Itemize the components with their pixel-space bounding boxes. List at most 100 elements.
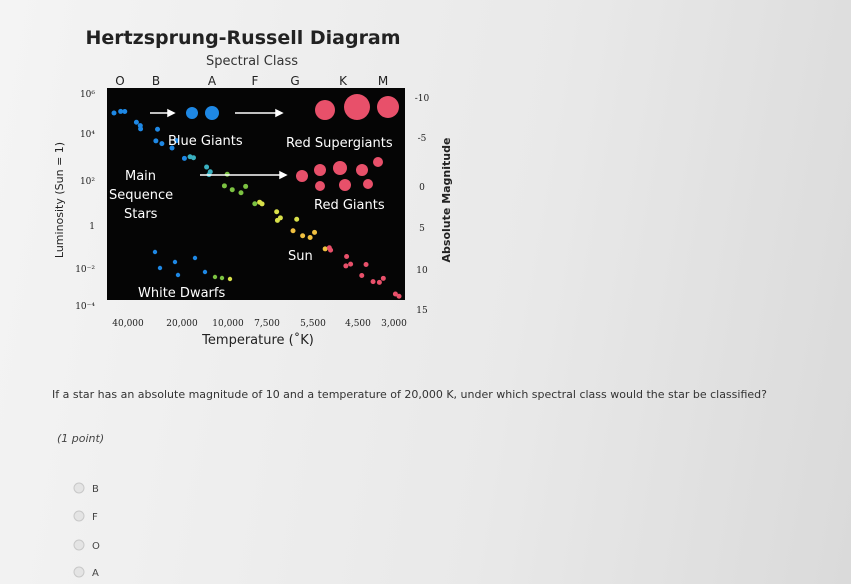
bottom-tick-label: 7,500 (254, 319, 280, 329)
bottom-tick-label: 3,000 (381, 319, 407, 329)
region-label: Blue Giants (168, 134, 243, 149)
star (356, 164, 368, 176)
star (111, 110, 117, 116)
star (376, 279, 382, 285)
right-axis-label: Absolute Magnitude (440, 138, 453, 263)
star (169, 145, 175, 151)
star (205, 106, 219, 120)
star (359, 273, 365, 279)
diagram-panel (107, 88, 405, 300)
right-tick-label: 10 (416, 266, 428, 276)
star (122, 108, 128, 114)
star (252, 201, 258, 207)
star (274, 209, 280, 215)
left-tick-label: 1 (89, 222, 95, 232)
bottom-tick-label: 5,500 (300, 319, 326, 329)
star (296, 170, 308, 182)
stars (111, 94, 402, 299)
star (159, 141, 165, 147)
star (396, 293, 402, 299)
star (344, 253, 350, 259)
star (192, 255, 198, 261)
spectral-class: A (208, 74, 217, 88)
star (363, 179, 373, 189)
star (202, 269, 208, 275)
star (243, 183, 249, 189)
star (343, 263, 349, 269)
star (187, 154, 193, 160)
star (186, 107, 198, 119)
option-label[interactable]: A (92, 568, 99, 579)
left-axis-label: Luminosity (Sun = 1) (53, 142, 66, 258)
region-label: Sequence (109, 188, 173, 203)
star (227, 276, 233, 282)
bottom-axis-label: Temperature (˚K) (201, 332, 314, 348)
star (392, 291, 398, 297)
star (363, 261, 369, 267)
star (322, 246, 328, 252)
star (300, 233, 306, 239)
star (118, 108, 124, 114)
star (333, 161, 347, 175)
star (312, 229, 318, 235)
star (315, 181, 325, 191)
right-tick-label: 5 (419, 224, 425, 234)
star (175, 272, 181, 278)
star (370, 279, 376, 285)
star (133, 119, 139, 125)
star (277, 215, 283, 221)
option-label[interactable]: B (92, 484, 99, 495)
radio-button[interactable] (73, 539, 85, 551)
region-label: Main (125, 169, 156, 184)
star (137, 123, 143, 129)
star (172, 259, 178, 265)
region-label: Sun (288, 249, 313, 264)
star (377, 96, 399, 118)
star (207, 169, 213, 175)
region-label: Stars (124, 207, 158, 222)
right-tick-label: 15 (416, 306, 428, 316)
star (315, 100, 335, 120)
bottom-tick-label: 4,500 (345, 319, 371, 329)
star (221, 183, 227, 189)
star (174, 138, 180, 144)
left-tick-label: 10⁶ (80, 90, 95, 100)
bottom-tick-label: 10,000 (212, 319, 244, 329)
region-label: Red Giants (314, 198, 385, 213)
star (307, 235, 313, 241)
star (257, 199, 263, 205)
diagram-title: Hertzsprung-Russell Diagram (85, 27, 400, 49)
star (348, 261, 354, 267)
option-label[interactable]: F (92, 512, 98, 523)
star (314, 164, 326, 176)
star (339, 179, 351, 191)
star (373, 157, 383, 167)
star (153, 138, 159, 144)
radio-button[interactable] (73, 510, 85, 522)
radio-button[interactable] (73, 566, 85, 578)
region-label: White Dwarfs (138, 286, 225, 301)
bottom-tick-label: 20,000 (166, 319, 198, 329)
spectral-class: F (252, 74, 259, 88)
star (157, 265, 163, 271)
region-label: Red Supergiants (286, 136, 393, 151)
left-tick-label: 10⁴ (80, 130, 95, 140)
star (344, 94, 370, 120)
star (155, 126, 161, 132)
star (229, 187, 235, 193)
question-text: If a star has an absolute magnitude of 1… (52, 388, 767, 401)
star (290, 228, 296, 234)
left-tick-label: 10⁻² (75, 265, 95, 275)
radio-button[interactable] (73, 482, 85, 494)
star (326, 245, 332, 251)
star (294, 216, 300, 222)
option-label[interactable]: O (92, 541, 100, 552)
star (224, 171, 230, 177)
arrows (150, 108, 288, 180)
right-tick-label: 0 (419, 183, 425, 193)
right-tick-label: -10 (415, 94, 430, 104)
top-axis-label: Spectral Class (206, 54, 298, 69)
spectral-class: K (339, 74, 348, 88)
